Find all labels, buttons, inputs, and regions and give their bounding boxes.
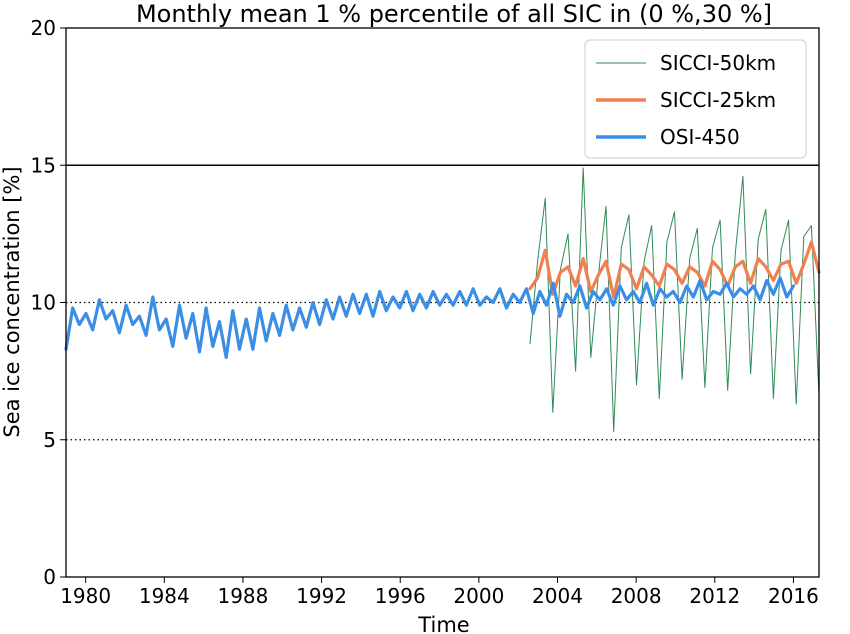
- legend-label: SICCI-50km: [660, 51, 776, 75]
- legend-label: OSI-450: [660, 125, 740, 149]
- x-tick-label: 1984: [139, 584, 190, 608]
- x-tick-label: 1992: [296, 584, 347, 608]
- x-tick-label: 2004: [532, 584, 583, 608]
- legend: SICCI-50km SICCI-25km OSI-450: [584, 39, 807, 159]
- reference-lines: [66, 164, 819, 441]
- y-tick-label: 10: [31, 291, 56, 315]
- legend-label: SICCI-25km: [660, 88, 776, 112]
- x-axis-label: Time: [417, 613, 469, 634]
- y-tick-label: 20: [31, 16, 56, 40]
- series-layer: [64, 167, 821, 432]
- legend-box: [584, 39, 807, 159]
- chart-title: Monthly mean 1 % percentile of all SIC i…: [136, 0, 772, 28]
- x-tick-label: 1988: [217, 584, 268, 608]
- x-tick-label: 1980: [60, 584, 111, 608]
- series-line-osi-450: [64, 276, 796, 359]
- y-tick-label: 0: [43, 565, 56, 589]
- x-tick-label: 2012: [689, 584, 740, 608]
- y-axis-label: Sea ice concentration [%]: [0, 166, 24, 437]
- y-axis: 0 5 10 15 20: [31, 16, 66, 589]
- y-tick-label: 15: [31, 153, 56, 177]
- x-tick-label: 1996: [375, 584, 426, 608]
- x-tick-label: 2000: [453, 584, 504, 608]
- y-tick-label: 5: [43, 428, 56, 452]
- x-axis: 1980 1984 1988 1992 1996 2000 2004 2008 2012 2016: [60, 577, 819, 608]
- series-line-sicci-25km: [528, 240, 821, 299]
- series-line-sicci-50km: [529, 167, 820, 432]
- x-tick-label: 2016: [768, 584, 819, 608]
- x-tick-label: 2008: [611, 584, 662, 608]
